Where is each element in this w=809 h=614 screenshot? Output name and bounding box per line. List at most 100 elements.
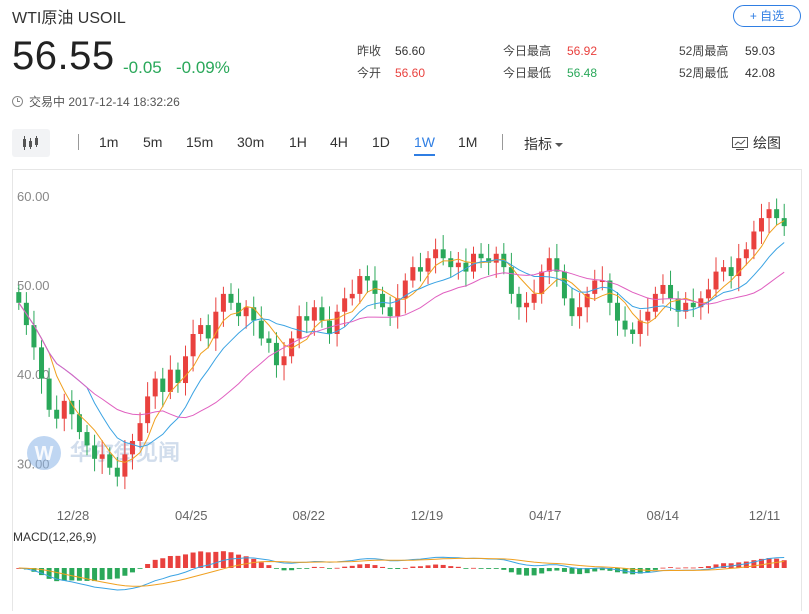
candle[interactable] [622, 306, 628, 337]
period-1d[interactable]: 1D [372, 134, 390, 150]
candle[interactable] [99, 440, 105, 474]
candle[interactable] [486, 243, 492, 276]
candle[interactable] [296, 305, 302, 349]
candle[interactable] [243, 300, 249, 329]
candle[interactable] [198, 317, 204, 342]
candle[interactable] [342, 287, 348, 327]
candle[interactable] [69, 390, 75, 430]
period-15m[interactable]: 15m [186, 134, 214, 150]
candle[interactable] [713, 257, 719, 297]
period-1w[interactable]: 1W [414, 134, 435, 156]
candle[interactable] [766, 202, 772, 234]
candle[interactable] [463, 248, 469, 287]
candle[interactable] [372, 266, 378, 310]
candle[interactable] [614, 292, 620, 336]
candle[interactable] [114, 457, 120, 487]
candle[interactable] [758, 203, 764, 244]
candle[interactable] [190, 319, 196, 372]
candle[interactable] [690, 288, 696, 318]
candle[interactable] [508, 252, 514, 304]
candle[interactable] [92, 434, 98, 472]
candle[interactable] [357, 268, 363, 304]
candle[interactable] [266, 331, 272, 353]
candle[interactable] [417, 252, 423, 282]
candle[interactable] [652, 286, 658, 319]
candlestick-type-button[interactable] [12, 129, 50, 157]
candle[interactable] [721, 260, 727, 282]
period-1mo[interactable]: 1M [458, 134, 478, 150]
candle[interactable] [281, 342, 287, 381]
candle[interactable] [728, 256, 734, 289]
candle[interactable] [319, 296, 325, 328]
candle[interactable] [516, 286, 522, 320]
candle[interactable] [751, 220, 757, 260]
candle[interactable] [448, 251, 454, 277]
candle[interactable] [364, 265, 370, 293]
candle[interactable] [493, 246, 499, 278]
candle[interactable] [46, 367, 52, 417]
candle[interactable] [569, 287, 575, 326]
candle[interactable] [774, 198, 780, 226]
candle[interactable] [183, 345, 189, 396]
candle[interactable] [455, 251, 461, 280]
candle[interactable] [478, 243, 484, 269]
follow-button[interactable]: + 自选 [733, 5, 801, 27]
candle[interactable] [531, 279, 537, 310]
candle[interactable] [683, 292, 689, 319]
period-4h[interactable]: 4H [330, 134, 348, 150]
period-1m[interactable]: 1m [99, 134, 119, 150]
candle[interactable] [387, 296, 393, 326]
candle[interactable] [236, 288, 242, 326]
indicator-menu-button[interactable]: 指标 [524, 134, 563, 154]
candle[interactable] [304, 301, 310, 334]
candle[interactable] [433, 238, 439, 274]
candle[interactable] [152, 371, 158, 409]
candle[interactable] [380, 286, 386, 315]
candle[interactable] [743, 242, 749, 266]
candle[interactable] [213, 297, 219, 351]
candle[interactable] [205, 314, 211, 349]
candle[interactable] [539, 264, 545, 304]
candle[interactable] [39, 340, 45, 394]
period-1h[interactable]: 1H [289, 134, 307, 150]
candle[interactable] [584, 286, 590, 323]
candle[interactable] [402, 273, 408, 314]
candle[interactable] [251, 296, 257, 336]
candle[interactable] [16, 284, 22, 310]
draw-button[interactable]: 绘图 [732, 133, 781, 153]
candle[interactable] [175, 362, 181, 393]
candle[interactable] [145, 382, 151, 433]
candle[interactable] [273, 332, 279, 378]
candle[interactable] [546, 247, 552, 285]
candle[interactable] [122, 440, 128, 490]
candle[interactable] [630, 322, 636, 344]
candle[interactable] [76, 399, 82, 440]
period-5m[interactable]: 5m [143, 134, 163, 150]
candle[interactable] [61, 393, 67, 432]
period-30m[interactable]: 30m [237, 134, 265, 150]
candle[interactable] [160, 367, 166, 408]
candle[interactable] [425, 251, 431, 285]
candle[interactable] [561, 264, 567, 306]
candle[interactable] [137, 412, 143, 449]
candle[interactable] [84, 424, 90, 456]
candle[interactable] [129, 433, 135, 470]
candle[interactable] [592, 269, 598, 302]
candle[interactable] [705, 278, 711, 314]
candle[interactable] [781, 203, 787, 236]
candle[interactable] [258, 306, 264, 346]
candle[interactable] [577, 292, 583, 329]
candle[interactable] [736, 243, 742, 292]
candle[interactable] [524, 292, 530, 323]
candle[interactable] [31, 310, 37, 360]
candle[interactable] [349, 279, 355, 306]
candle[interactable] [440, 235, 446, 266]
candle[interactable] [311, 300, 317, 336]
candle[interactable] [554, 243, 560, 287]
candle[interactable] [289, 331, 295, 364]
candle[interactable] [675, 291, 681, 327]
candle[interactable] [599, 266, 605, 291]
candle[interactable] [410, 256, 416, 288]
